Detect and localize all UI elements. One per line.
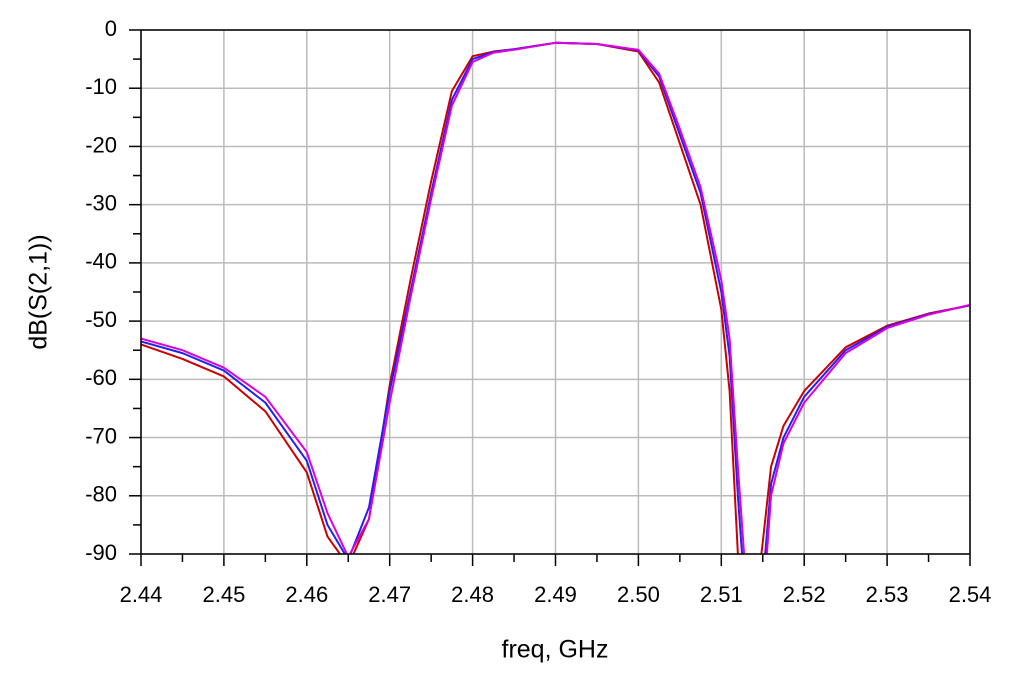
x-tick-label: 2.48 [451, 582, 494, 607]
grid [129, 29, 971, 566]
y-tick-label: -90 [85, 540, 117, 565]
x-tick-label: 2.52 [783, 582, 826, 607]
y-tick-label: -20 [85, 132, 117, 157]
plot-lines [141, 41, 970, 554]
y-tick-label: -30 [85, 190, 117, 215]
series-line [141, 41, 970, 554]
y-tick-label: -40 [85, 249, 117, 274]
x-tick-label: 2.50 [617, 582, 660, 607]
x-tick-label: 2.49 [534, 582, 577, 607]
y-axis-label: dB(S(2,1)) [25, 234, 53, 349]
x-tick-label: 2.51 [700, 582, 743, 607]
plot-frame [140, 29, 971, 555]
labels: 2.44 2.45 2.46 2.47 2.48 2.49 2.50 2.51 2.52 2.53… [85, 16, 991, 607]
y-tick-label: -60 [85, 365, 117, 390]
y-tick-label: 0 [105, 16, 117, 41]
x-tick-label: 2.45 [202, 582, 245, 607]
x-tick-label: 2.46 [285, 582, 328, 607]
x-tick-label: 2.44 [120, 582, 163, 607]
x-tick-label: 2.54 [949, 582, 992, 607]
y-tick-label: -10 [85, 74, 117, 99]
x-tick-label: 2.47 [368, 582, 411, 607]
y-tick-label: -80 [85, 482, 117, 507]
y-tick-label: -50 [85, 307, 117, 332]
y-tick-label: -70 [85, 423, 117, 448]
x-tick-label: 2.53 [866, 582, 909, 607]
x-axis-label: freq, GHz [502, 636, 609, 664]
